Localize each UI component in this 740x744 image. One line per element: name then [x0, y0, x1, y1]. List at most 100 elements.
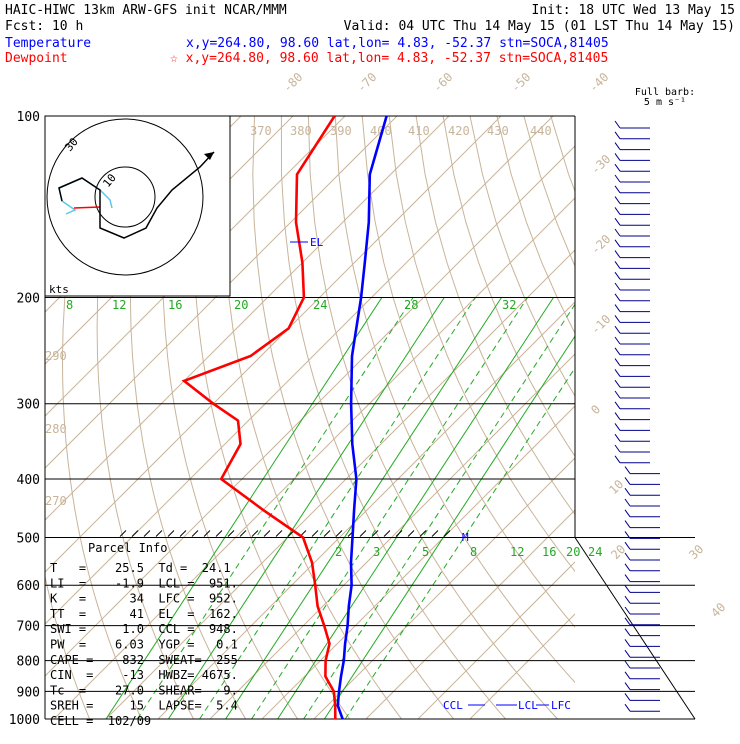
- parcel-info-row: SREH = 15 LAPSE= 5.4: [50, 699, 238, 713]
- mixing-ratio-label: 20: [234, 298, 248, 312]
- hatch-mark: [324, 530, 330, 536]
- model-title: HAIC-HIWC 13km ARW-GFS init NCAR/MMM: [5, 3, 287, 18]
- dewpoint-location-info: ☆ x,y=264.80, 98.60 lat,lon= 4.83, -52.3…: [170, 51, 608, 66]
- wind-barb-flag: [625, 704, 630, 711]
- theta-label: 270: [45, 494, 67, 508]
- wind-barb-flag: [615, 143, 620, 150]
- dry-adiabat-line: [524, 116, 740, 719]
- wind-barb-flag: [615, 153, 620, 160]
- wind-barb-flag: [615, 240, 620, 247]
- wind-barb-flag: [615, 294, 620, 301]
- mixing-ratio-label: 12: [510, 545, 524, 559]
- dewpoint-legend-label: Dewpoint: [5, 51, 68, 66]
- pressure-tick-label: 800: [17, 655, 40, 670]
- wind-barb-flag: [615, 326, 620, 333]
- m-label: M: [462, 531, 469, 544]
- pressure-tick-label: 600: [17, 579, 40, 594]
- parcel-info-row: PW = 6.03 YGP = 0.1: [50, 638, 238, 652]
- wind-barb-flag: [625, 683, 630, 690]
- dry-adiabat-line: [416, 116, 740, 719]
- temperature-profile: [338, 116, 387, 719]
- mixing-ratio-line: [278, 298, 554, 719]
- dry-adiabat-line: [632, 116, 740, 719]
- parcel-info-row: LI = -1.9 LCL = 951.: [50, 576, 238, 590]
- hatch-mark: [252, 530, 258, 536]
- wind-barb-flag: [615, 348, 620, 355]
- wind-barb-flag: [615, 359, 620, 366]
- barb-legend-line2: 5 m s⁻¹: [644, 97, 686, 108]
- parcel-info-row: K = 34 LFC = 952.: [50, 592, 238, 606]
- wind-barb-flag: [615, 283, 620, 290]
- pressure-tick-label: 900: [17, 685, 40, 700]
- parcel-info-row: Tc = 27.0 SHEAR= 9.: [50, 683, 238, 697]
- wind-barb-flag: [625, 499, 630, 506]
- init-time: Init: 18 UTC Wed 13 May 15: [532, 3, 736, 18]
- dry-adiabat-line: [308, 116, 557, 719]
- theta-label: 380: [290, 124, 312, 138]
- theta-label: 370: [250, 124, 272, 138]
- wind-barb-flag: [625, 510, 630, 517]
- mixing-ratio-label: 28: [404, 298, 418, 312]
- mixing-ratio-label: 2: [335, 545, 342, 559]
- mixing-ratio-line: [324, 298, 600, 719]
- isotherm-label: -20: [588, 232, 613, 257]
- mixing-ratio-label: 8: [66, 298, 73, 312]
- wind-barb-flag: [625, 693, 630, 700]
- wind-barb-flag: [625, 629, 630, 636]
- wind-barb-flag: [625, 596, 630, 603]
- isotherm-label: -40: [586, 70, 611, 95]
- mixing-ratio-label: 8: [470, 545, 477, 559]
- mixing-ratio-line: [345, 298, 621, 719]
- wind-barb-flag: [625, 585, 630, 592]
- wind-barb-flag: [615, 456, 620, 463]
- parcel-info-row: CELL = 102/09: [50, 714, 151, 728]
- wind-barb-flag: [615, 121, 620, 128]
- wind-barb-flag: [615, 391, 620, 398]
- hatch-mark: [384, 530, 390, 536]
- temperature-legend-label: Temperature: [5, 36, 91, 51]
- isotherm-label: -70: [354, 70, 379, 95]
- theta-label: 290: [45, 349, 67, 363]
- dry-adiabat-line: [551, 116, 740, 719]
- parcel-info-panel: Parcel Info T = 25.5 Td = 24.1LI = -1.9 …: [50, 541, 238, 728]
- hodograph: 30 10 kts: [45, 116, 230, 296]
- wind-barb-flag: [615, 402, 620, 409]
- theta-label: 420: [448, 124, 470, 138]
- parcel-info-row: CIN = -13 HWBZ= 4675.: [50, 668, 238, 682]
- valid-time: Valid: 04 UTC Thu 14 May 15 (01 LST Thu …: [344, 19, 735, 34]
- wind-barb-flag: [625, 542, 630, 549]
- pressure-tick-label: 100: [17, 110, 40, 125]
- wind-barb-flag: [625, 661, 630, 668]
- isotherm-label: -80: [280, 70, 305, 95]
- theta-label: 440: [530, 124, 552, 138]
- hatch-mark: [432, 530, 438, 536]
- pressure-tick-label: 1000: [9, 713, 40, 728]
- mixing-ratio-label: 3: [373, 545, 380, 559]
- dry-adiabat-line: [281, 116, 505, 719]
- pressure-tick-label: 300: [17, 398, 40, 413]
- wind-barb-flag: [615, 434, 620, 441]
- pressure-tick-label: 700: [17, 620, 40, 635]
- wind-barb-flag: [615, 132, 620, 139]
- parcel-info-row: TT = 41 EL = 162.: [50, 607, 238, 621]
- lfc-label: LFC: [551, 699, 571, 712]
- mixing-ratio-label: 24: [588, 545, 602, 559]
- hatch-mark: [360, 530, 366, 536]
- parcel-info-title: Parcel Info: [88, 541, 167, 555]
- pressure-tick-label: 200: [17, 292, 40, 307]
- mixing-ratio-label: 24: [313, 298, 327, 312]
- lcl-label: LCL: [518, 699, 538, 712]
- isotherm-label: 40: [708, 600, 728, 620]
- wind-barb-flag: [615, 261, 620, 268]
- wind-barb-flag: [615, 369, 620, 376]
- wind-barb-flag: [625, 553, 630, 560]
- wind-barb-flag: [625, 564, 630, 571]
- hatch-mark: [204, 530, 210, 536]
- theta-label: 430: [487, 124, 509, 138]
- temperature-location-info: x,y=264.80, 98.60 lat,lon= 4.83, -52.37 …: [186, 36, 609, 51]
- pressure-tick-label: 500: [17, 531, 40, 546]
- dry-adiabat-line: [470, 116, 740, 719]
